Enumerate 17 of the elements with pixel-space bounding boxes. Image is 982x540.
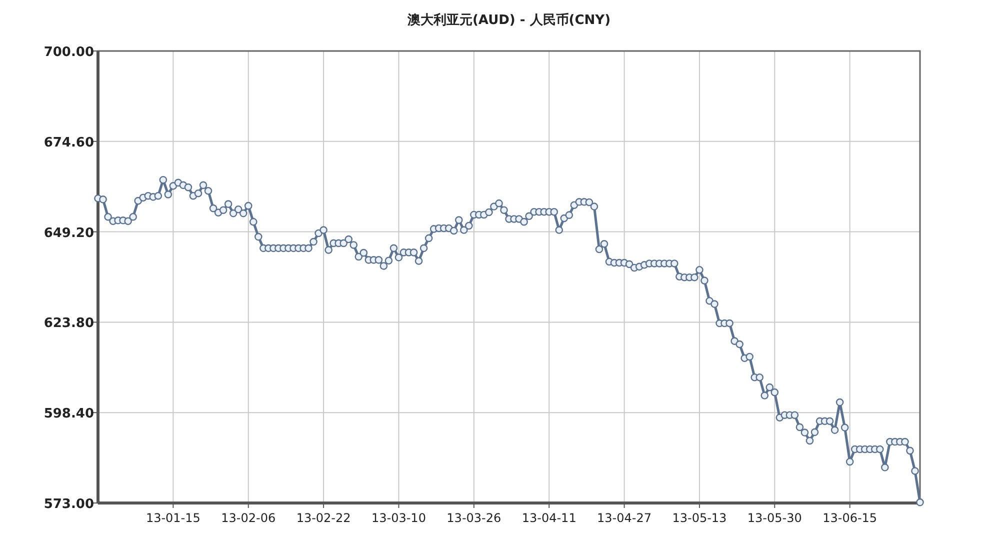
x-tick-label: 13-03-10 (371, 511, 426, 525)
x-tick-label: 13-05-30 (747, 511, 802, 525)
y-tick-label: 649.20 (44, 226, 94, 241)
x-tick-label: 13-01-15 (146, 511, 200, 525)
x-tick-label: 13-03-26 (446, 511, 502, 525)
y-tick-label: 573.00 (44, 497, 94, 512)
x-tick-label: 13-04-11 (522, 511, 576, 525)
x-tick-label: 13-02-22 (296, 511, 351, 525)
y-tick-label: 674.60 (44, 135, 94, 150)
y-tick-label: 598.40 (44, 406, 94, 422)
y-tick-label: 700.00 (44, 45, 94, 60)
x-tick-label: 13-02-06 (221, 511, 276, 525)
x-tick-label: 13-06-15 (822, 511, 878, 525)
x-tick-label: 13-05-13 (672, 511, 727, 525)
chart-title: 澳大利亚元(AUD) - 人民币(CNY) (406, 12, 611, 28)
y-tick-label: 623.80 (44, 316, 94, 332)
x-tick-label: 13-04-27 (597, 511, 652, 525)
